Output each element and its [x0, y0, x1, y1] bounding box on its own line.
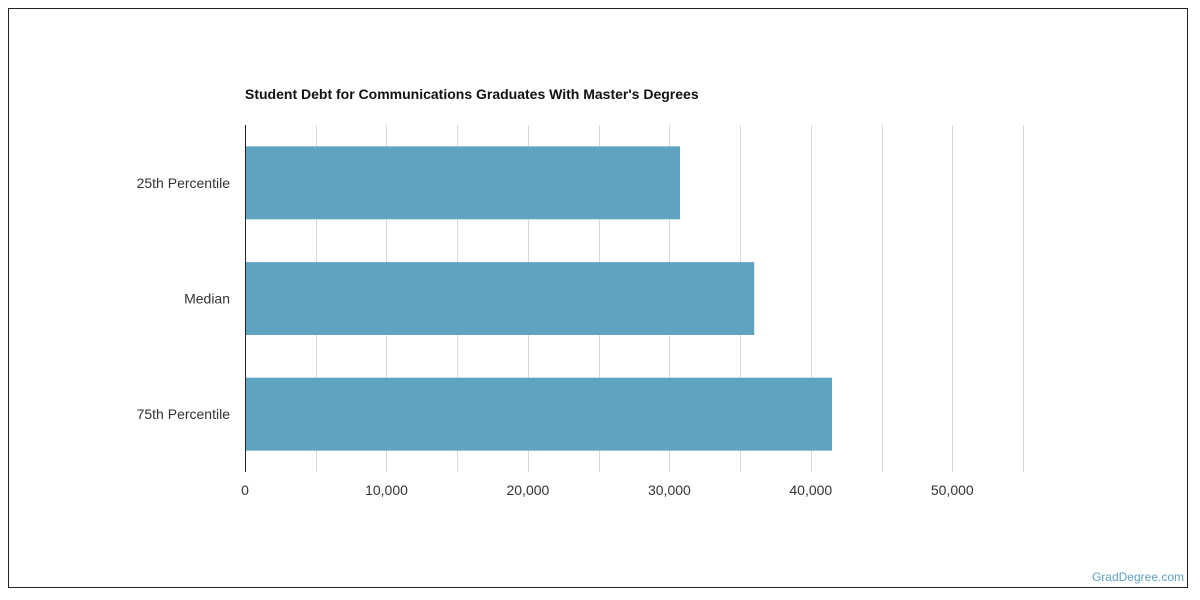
category-label: 25th Percentile — [137, 175, 231, 191]
x-tick-label: 30,000 — [648, 482, 691, 498]
watermark-text[interactable]: GradDegree.com — [1091, 570, 1184, 584]
x-tick-labels: 0 10,000 20,000 30,000 40,000 50,000 — [241, 482, 974, 498]
chart-title: Student Debt for Communications Graduate… — [245, 86, 699, 102]
bars — [245, 146, 832, 451]
bar-75th-percentile — [245, 377, 832, 451]
x-tick-label: 20,000 — [506, 482, 549, 498]
x-tick-label: 40,000 — [789, 482, 832, 498]
x-tick-label: 10,000 — [365, 482, 408, 498]
bar-median — [245, 262, 755, 335]
category-labels: 25th Percentile Median 75th Percentile — [137, 175, 231, 422]
chart-frame — [8, 8, 1188, 588]
category-label: Median — [184, 291, 230, 307]
bar-25th-percentile — [245, 146, 680, 220]
x-tick-label: 0 — [241, 482, 249, 498]
category-label: 75th Percentile — [137, 406, 231, 422]
x-tick-label: 50,000 — [931, 482, 974, 498]
